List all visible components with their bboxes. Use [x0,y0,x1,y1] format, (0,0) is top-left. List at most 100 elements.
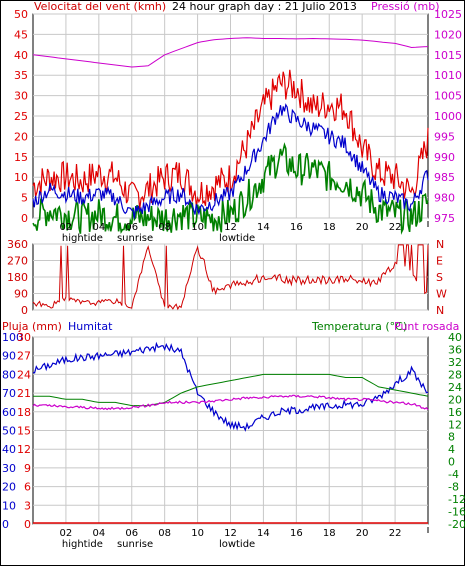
temperature-tick-label: 12 [448,418,462,431]
climate-axis-event-label: hightide [62,539,103,550]
climate-axis-hour-label: 20 [356,528,369,539]
rain-tick-label: 3 [24,499,31,512]
pressure-series-line [32,37,429,68]
wind-tick-label: 25 [14,110,28,123]
climate-axis-hour-label: 10 [191,528,204,539]
pressure-tick-label: 1005 [434,90,462,103]
temperature-tick-label: -8 [448,481,459,494]
temperature-tick-label: 40 [448,331,462,344]
compass-tick-label: N [436,238,444,251]
wind-axis-event-label: sunrise [117,233,153,244]
temperature-tick-label: 32 [448,356,462,369]
wind-tick-label: 15 [14,151,28,164]
humidity-tick-label: 50 [2,425,16,438]
humidity-tick-label: 10 [2,499,16,512]
direction-tick-label: 90 [14,288,28,301]
compass-tick-label: S [436,271,443,284]
direction-tick-label: 360 [7,238,28,251]
pressure-tick-label: 990 [434,151,455,164]
pressure-tick-label: 1000 [434,110,462,123]
wind-axis-hour-label: 22 [389,222,402,233]
compass-tick-label: E [436,255,443,268]
rain-tick-label: 9 [24,462,31,475]
direction-tick-label: 180 [7,271,28,284]
wind-axis-hour-label: 16 [290,222,303,233]
humidity-tick-label: 60 [2,406,16,419]
wind-axis-hour-label: 08 [158,222,171,233]
humidity-tick-label: 20 [2,481,16,494]
rain-tick-label: 12 [17,443,31,456]
wind-tick-label: 50 [14,8,28,21]
temperature-tick-label: 24 [448,381,462,394]
rain-tick-label: 0 [24,518,31,531]
wind-tick-label: 10 [14,171,28,184]
wind-tick-label: 40 [14,49,28,62]
rain-tick-label: 24 [17,368,31,381]
rain-tick-label: 21 [17,387,31,400]
climate-axis-event-label: lowtide [219,539,255,550]
climate-axis-hour-label: 04 [92,528,105,539]
temperature-tick-label: 4 [448,443,455,456]
climate-axis-hour-label: 14 [257,528,270,539]
compass-tick-label: W [436,288,447,301]
direction-tick-label: 0 [21,304,28,317]
wind-axis-event-label: lowtide [219,233,255,244]
climate-axis-hour-label: 22 [389,528,402,539]
rain-tick-label: 27 [17,350,31,363]
humidity-tick-label: 30 [2,462,16,475]
wind-axis-hour-label: 04 [92,222,105,233]
climate-axis-event-label: sunrise [117,539,153,550]
temperature-label: Temperatura (°C) [312,320,408,333]
wind-speed-label: Velocitat del vent (kmh) [34,0,167,13]
wind-axis-hour-label: 14 [257,222,270,233]
temperature-tick-label: -20 [448,518,465,531]
humidity-tick-label: 0 [2,518,9,531]
temperature-tick-label: 20 [448,393,462,406]
temperature-series-line [33,373,429,407]
direction-tick-label: 270 [7,255,28,268]
humidity-label: Humitat [68,320,113,333]
dewpoint-series-line [32,394,429,411]
rain-tick-label: 15 [17,425,31,438]
pressure-tick-label: 980 [434,192,455,205]
climate-axis-hour-label: 12 [224,528,237,539]
climate-axis-hour-label: 16 [290,528,303,539]
wind-axis-hour-label: 02 [60,222,73,233]
temperature-tick-label: 36 [448,343,462,356]
graph-title: 24 hour graph day : 21 Julio 2013 [172,0,357,13]
wind-tick-label: 45 [14,28,28,41]
humidity-tick-label: 100 [2,331,23,344]
humidity-series-line [32,341,429,432]
dewpoint-label: Punt rosada [394,320,460,333]
humidity-tick-label: 80 [2,368,16,381]
rain-tick-label: 6 [24,481,31,494]
temperature-tick-label: -4 [448,468,459,481]
wind-axis-hour-label: 06 [125,222,138,233]
humidity-tick-label: 90 [2,350,16,363]
wind-tick-label: 0 [21,212,28,225]
temperature-tick-label: 28 [448,368,462,381]
wind-tick-label: 35 [14,69,28,82]
wind-axis-hour-label: 18 [323,222,336,233]
wind-axis-hour-label: 10 [191,222,204,233]
temperature-tick-label: 8 [448,431,455,444]
pressure-tick-label: 1010 [434,69,462,82]
pressure-tick-label: 1025 [434,8,462,21]
pressure-tick-label: 975 [434,212,455,225]
pressure-tick-label: 985 [434,171,455,184]
pressure-label: Pressió (mb) [371,0,440,13]
climate-axis-hour-label: 06 [125,528,138,539]
pressure-tick-label: 1020 [434,28,462,41]
climate-axis-hour-label: 08 [158,528,171,539]
compass-tick-label: N [436,304,444,317]
wind-series-line [32,103,429,219]
wind-tick-label: 20 [14,130,28,143]
humidity-tick-label: 40 [2,443,16,456]
temperature-tick-label: 16 [448,406,462,419]
rain-label: Pluja (mm) [2,320,62,333]
wind-axis-hour-label: 20 [356,222,369,233]
temperature-tick-label: -16 [448,506,465,519]
direction-series-line [32,244,429,311]
wind-tick-label: 5 [21,192,28,205]
